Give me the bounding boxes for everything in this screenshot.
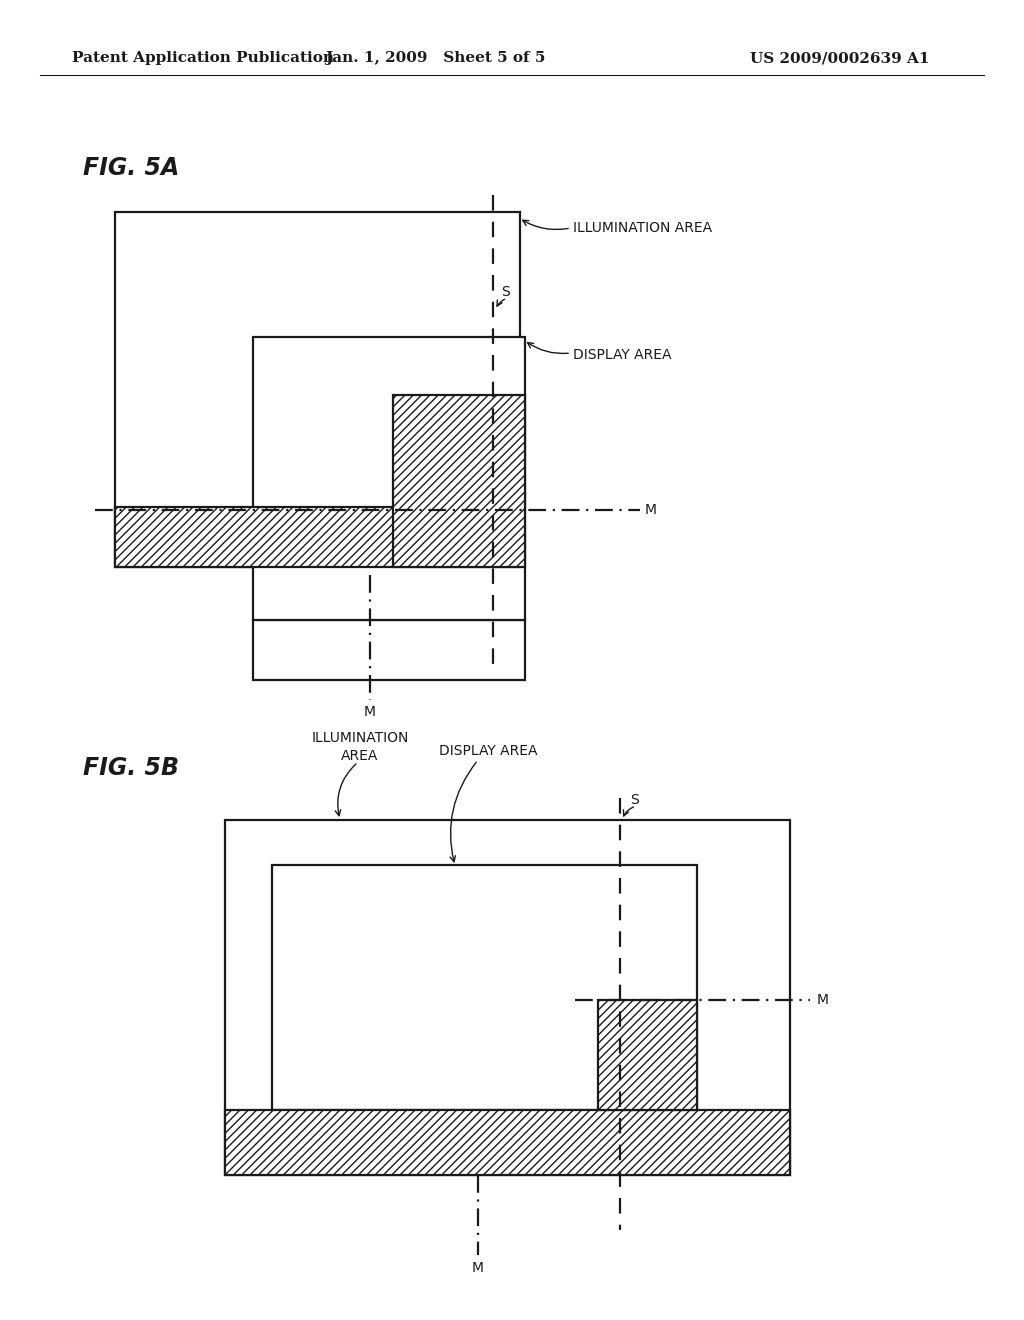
Text: Patent Application Publication: Patent Application Publication xyxy=(72,51,334,65)
Text: M: M xyxy=(364,705,376,719)
Bar xyxy=(253,337,525,620)
Text: DISPLAY AREA: DISPLAY AREA xyxy=(573,348,672,362)
Text: DISPLAY AREA: DISPLAY AREA xyxy=(438,744,538,758)
Text: M: M xyxy=(645,503,657,517)
Text: FIG. 5A: FIG. 5A xyxy=(83,156,179,180)
Bar xyxy=(253,620,525,680)
Text: FIG. 5B: FIG. 5B xyxy=(83,756,179,780)
Text: ILLUMINATION AREA: ILLUMINATION AREA xyxy=(573,220,712,235)
Text: ILLUMINATION
AREA: ILLUMINATION AREA xyxy=(311,731,409,763)
Bar xyxy=(225,820,790,1175)
Text: M: M xyxy=(472,1261,484,1275)
Bar xyxy=(393,395,525,568)
Bar xyxy=(225,1110,790,1175)
Text: Jan. 1, 2009   Sheet 5 of 5: Jan. 1, 2009 Sheet 5 of 5 xyxy=(325,51,545,65)
Text: S: S xyxy=(630,793,639,807)
Bar xyxy=(115,213,520,568)
Bar xyxy=(598,1001,697,1110)
Text: S: S xyxy=(501,285,510,300)
Text: M: M xyxy=(817,993,829,1007)
Bar xyxy=(272,865,697,1110)
Bar xyxy=(115,507,520,568)
Text: US 2009/0002639 A1: US 2009/0002639 A1 xyxy=(750,51,930,65)
